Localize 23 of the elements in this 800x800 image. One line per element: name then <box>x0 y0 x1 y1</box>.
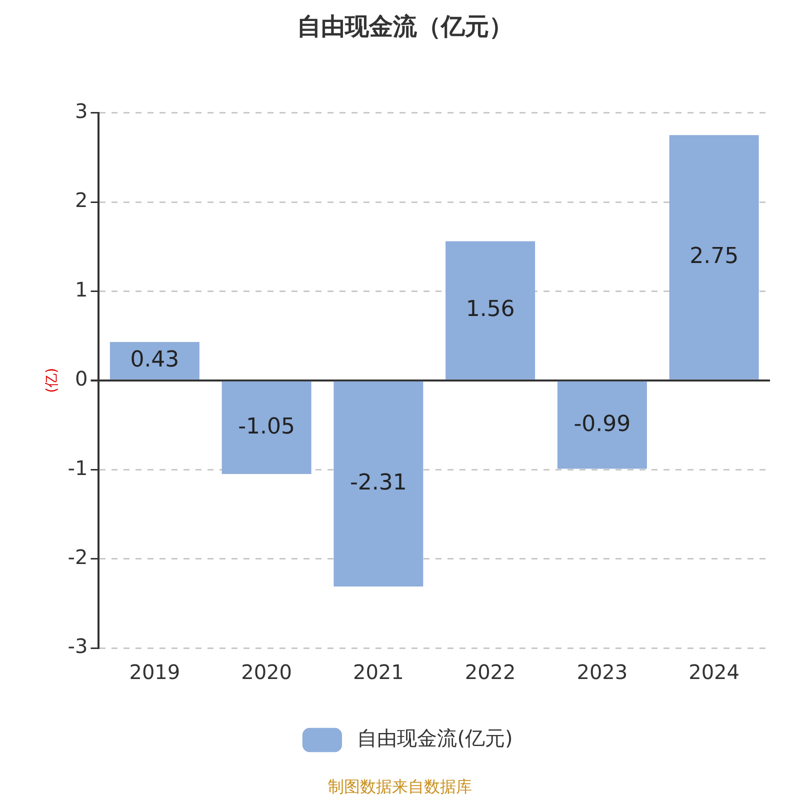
data-label: 0.43 <box>130 347 180 372</box>
y-tick-label: -1 <box>68 456 88 480</box>
data-label: 1.56 <box>466 297 515 322</box>
x-tick-label: 2019 <box>129 660 180 684</box>
y-tick-label: -3 <box>68 634 88 658</box>
legend-label: 自由现金流(亿元) <box>357 726 513 750</box>
text: 制图数据来自数据库 <box>328 777 472 796</box>
x-tick-label: 2022 <box>464 660 516 684</box>
y-tick-label: 2 <box>75 188 88 212</box>
y-tick-label: -2 <box>68 545 88 570</box>
data-label: 2.75 <box>690 244 739 269</box>
y-tick-label: 0 <box>75 366 88 391</box>
data-label: -1.05 <box>238 414 296 440</box>
y-axis-title: (亿) <box>44 368 60 393</box>
y-tick-label: 3 <box>75 99 88 124</box>
x-tick-label: 2023 <box>576 660 628 684</box>
x-tick-label: 2020 <box>241 660 292 684</box>
y-tick-label: 1 <box>75 277 88 302</box>
data-label: -2.31 <box>350 470 407 496</box>
chart-title: 自由现金流（亿元） <box>297 12 513 41</box>
x-tick-label: 2021 <box>352 660 404 684</box>
data-label: -0.99 <box>574 412 631 437</box>
x-tick-label: 2024 <box>688 660 740 684</box>
